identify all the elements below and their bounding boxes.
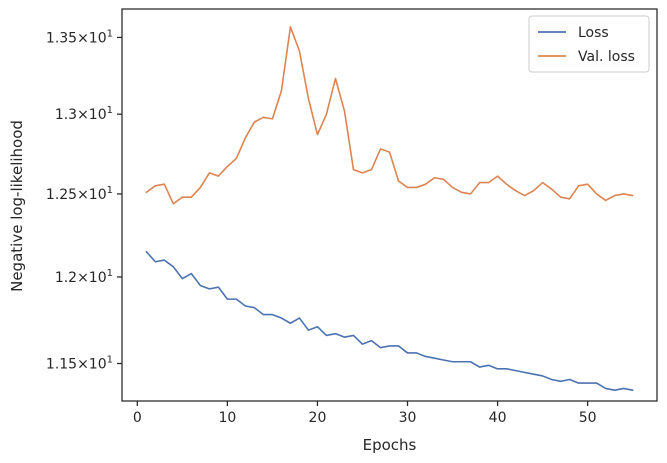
legend: Loss Val. loss [528, 15, 650, 73]
y-tick-exponent: 1 [107, 105, 113, 116]
x-tick-label: 10 [218, 410, 236, 426]
y-tick-exponent: 1 [107, 185, 113, 196]
x-tick-label: 0 [133, 410, 142, 426]
y-tick-exponent: 1 [107, 268, 113, 279]
y-tick-mantissa: 1.15 [46, 357, 77, 373]
y-tick-label: 1.35×101 [46, 28, 113, 46]
y-tick-label: 1.2×101 [55, 268, 113, 286]
x-axis-label: Epochs [363, 436, 417, 454]
y-tick-mantissa: 1.25 [46, 187, 77, 203]
y-tick-exponent: 1 [107, 28, 113, 39]
y-tick-mantissa: 1.35 [46, 30, 77, 46]
y-tick-times: ×10 [77, 270, 107, 286]
x-tick-label: 20 [309, 410, 327, 426]
y-tick-exponent: 1 [107, 355, 113, 366]
series-layer [145, 26, 634, 392]
y-tick-mantissa: 1.3 [55, 107, 77, 123]
y-tick-label: 1.25×101 [46, 185, 113, 203]
plot-frame [121, 8, 658, 402]
y-tick-label: 1.15×101 [46, 355, 113, 373]
y-tick-times: ×10 [77, 107, 107, 123]
legend-box [528, 15, 650, 73]
y-tick-mantissa: 1.2 [55, 270, 77, 286]
series-line-val-loss [145, 26, 634, 205]
legend-label: Val. loss [578, 49, 635, 65]
x-tick-label: 50 [579, 410, 597, 426]
y-tick-times: ×10 [77, 187, 107, 203]
x-tick-label: 30 [399, 410, 417, 426]
legend-label: Loss [578, 25, 609, 41]
y-axis-label: Negative log-likelihood [8, 120, 26, 292]
y-tick-times: ×10 [77, 30, 107, 46]
x-tick-label: 40 [489, 410, 507, 426]
y-tick-label: 1.3×101 [55, 105, 113, 123]
series-line-loss [145, 250, 634, 392]
plot-background [122, 9, 657, 401]
x-axis: 0 10 20 30 40 50 [133, 401, 597, 426]
y-tick-times: ×10 [77, 357, 107, 373]
